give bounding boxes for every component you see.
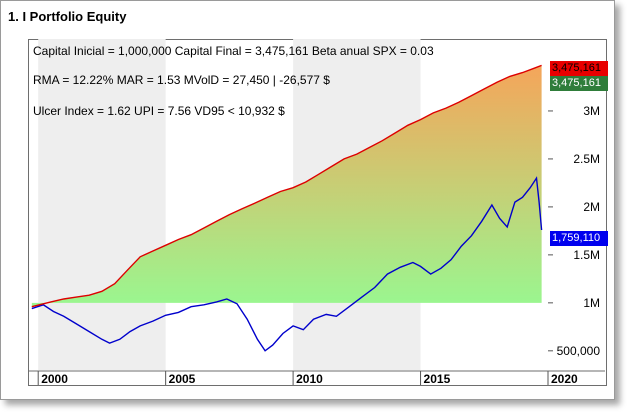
equity-value-badge-red: 3,475,161	[550, 61, 608, 76]
benchmark-value-badge: 1,759,110	[550, 231, 608, 246]
info-line-rma: RMA = 12.22% MAR = 1.53 MVolD = 27,450 |…	[33, 73, 330, 87]
y-tick-label-2.5M: 2.5M	[573, 152, 600, 166]
y-tick-label-1M: 1M	[583, 296, 600, 310]
panel-title: 1. I Portfolio Equity	[8, 9, 127, 24]
y-tick-label-2M: 2M	[583, 200, 600, 214]
equity-line	[31, 64, 542, 308]
x-tick-label-2000: 2000	[41, 372, 68, 386]
x-tick-label-2015: 2015	[424, 372, 451, 386]
equity-fill-area	[31, 65, 542, 307]
y-tick-label-3M: 3M	[583, 104, 600, 118]
series-lines	[31, 64, 543, 352]
x-axis: 2000 2005 2010 2015 2020	[28, 370, 605, 386]
y-tick-label-500,000: 500,000	[557, 344, 601, 358]
info-line-capital: Capital Inicial = 1,000,000 Capital Fina…	[33, 44, 434, 58]
x-tick-label-2020: 2020	[551, 372, 578, 386]
x-tick-label-2010: 2010	[296, 372, 323, 386]
benchmark-line	[31, 176, 543, 352]
y-tick-label-1.5M: 1.5M	[573, 248, 600, 262]
equity-area	[31, 65, 542, 307]
equity-value-badge-green: 3,475,161	[550, 76, 608, 91]
shaded-band-0	[38, 39, 166, 370]
y-axis: 3M 2.5M 2M 1.5M 1M 500,000	[548, 104, 600, 358]
info-line-ulcer: Ulcer Index = 1.62 UPI = 7.56 VD95 < 10,…	[33, 104, 285, 118]
x-tick-label-2005: 2005	[169, 372, 196, 386]
